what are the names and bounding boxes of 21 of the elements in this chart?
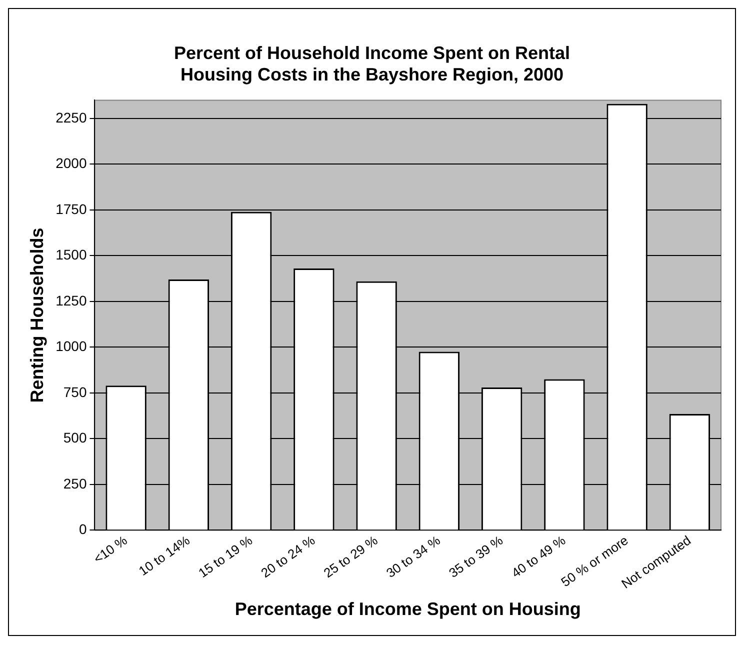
y-tick-label: 1000 xyxy=(56,338,87,354)
y-tick-label: 1250 xyxy=(56,292,87,308)
text: Percent of Household Income Spent on Rental xyxy=(174,42,570,63)
y-axis-title: Renting Households xyxy=(26,228,47,403)
y-tick-label: 250 xyxy=(63,475,87,492)
x-tick-label: 25 to 29 % xyxy=(320,532,381,581)
text: Housing Costs in the Bayshore Region, 2000 xyxy=(180,64,564,84)
y-tick-label: 0 xyxy=(78,521,87,538)
y-tick-label: 500 xyxy=(63,430,87,446)
x-tick-label: <10 % xyxy=(90,532,130,566)
y-tick-label: 2250 xyxy=(56,109,87,126)
x-tick-label: 20 to 24 % xyxy=(258,532,318,581)
y-tick-label: 1750 xyxy=(56,200,87,217)
x-tick-label: 35 to 39 % xyxy=(446,532,506,581)
y-tick-label: 1500 xyxy=(56,246,87,263)
x-tick-label: 15 to 19 % xyxy=(196,532,256,581)
x-tick-label: 30 to 34 % xyxy=(383,532,444,581)
x-tick-label: 10 to 14% xyxy=(136,532,193,579)
x-axis-title: Percentage of Income Spent on Housing xyxy=(234,599,581,620)
y-tick-label: 750 xyxy=(63,384,87,400)
y-tick-label: 2000 xyxy=(56,155,87,172)
